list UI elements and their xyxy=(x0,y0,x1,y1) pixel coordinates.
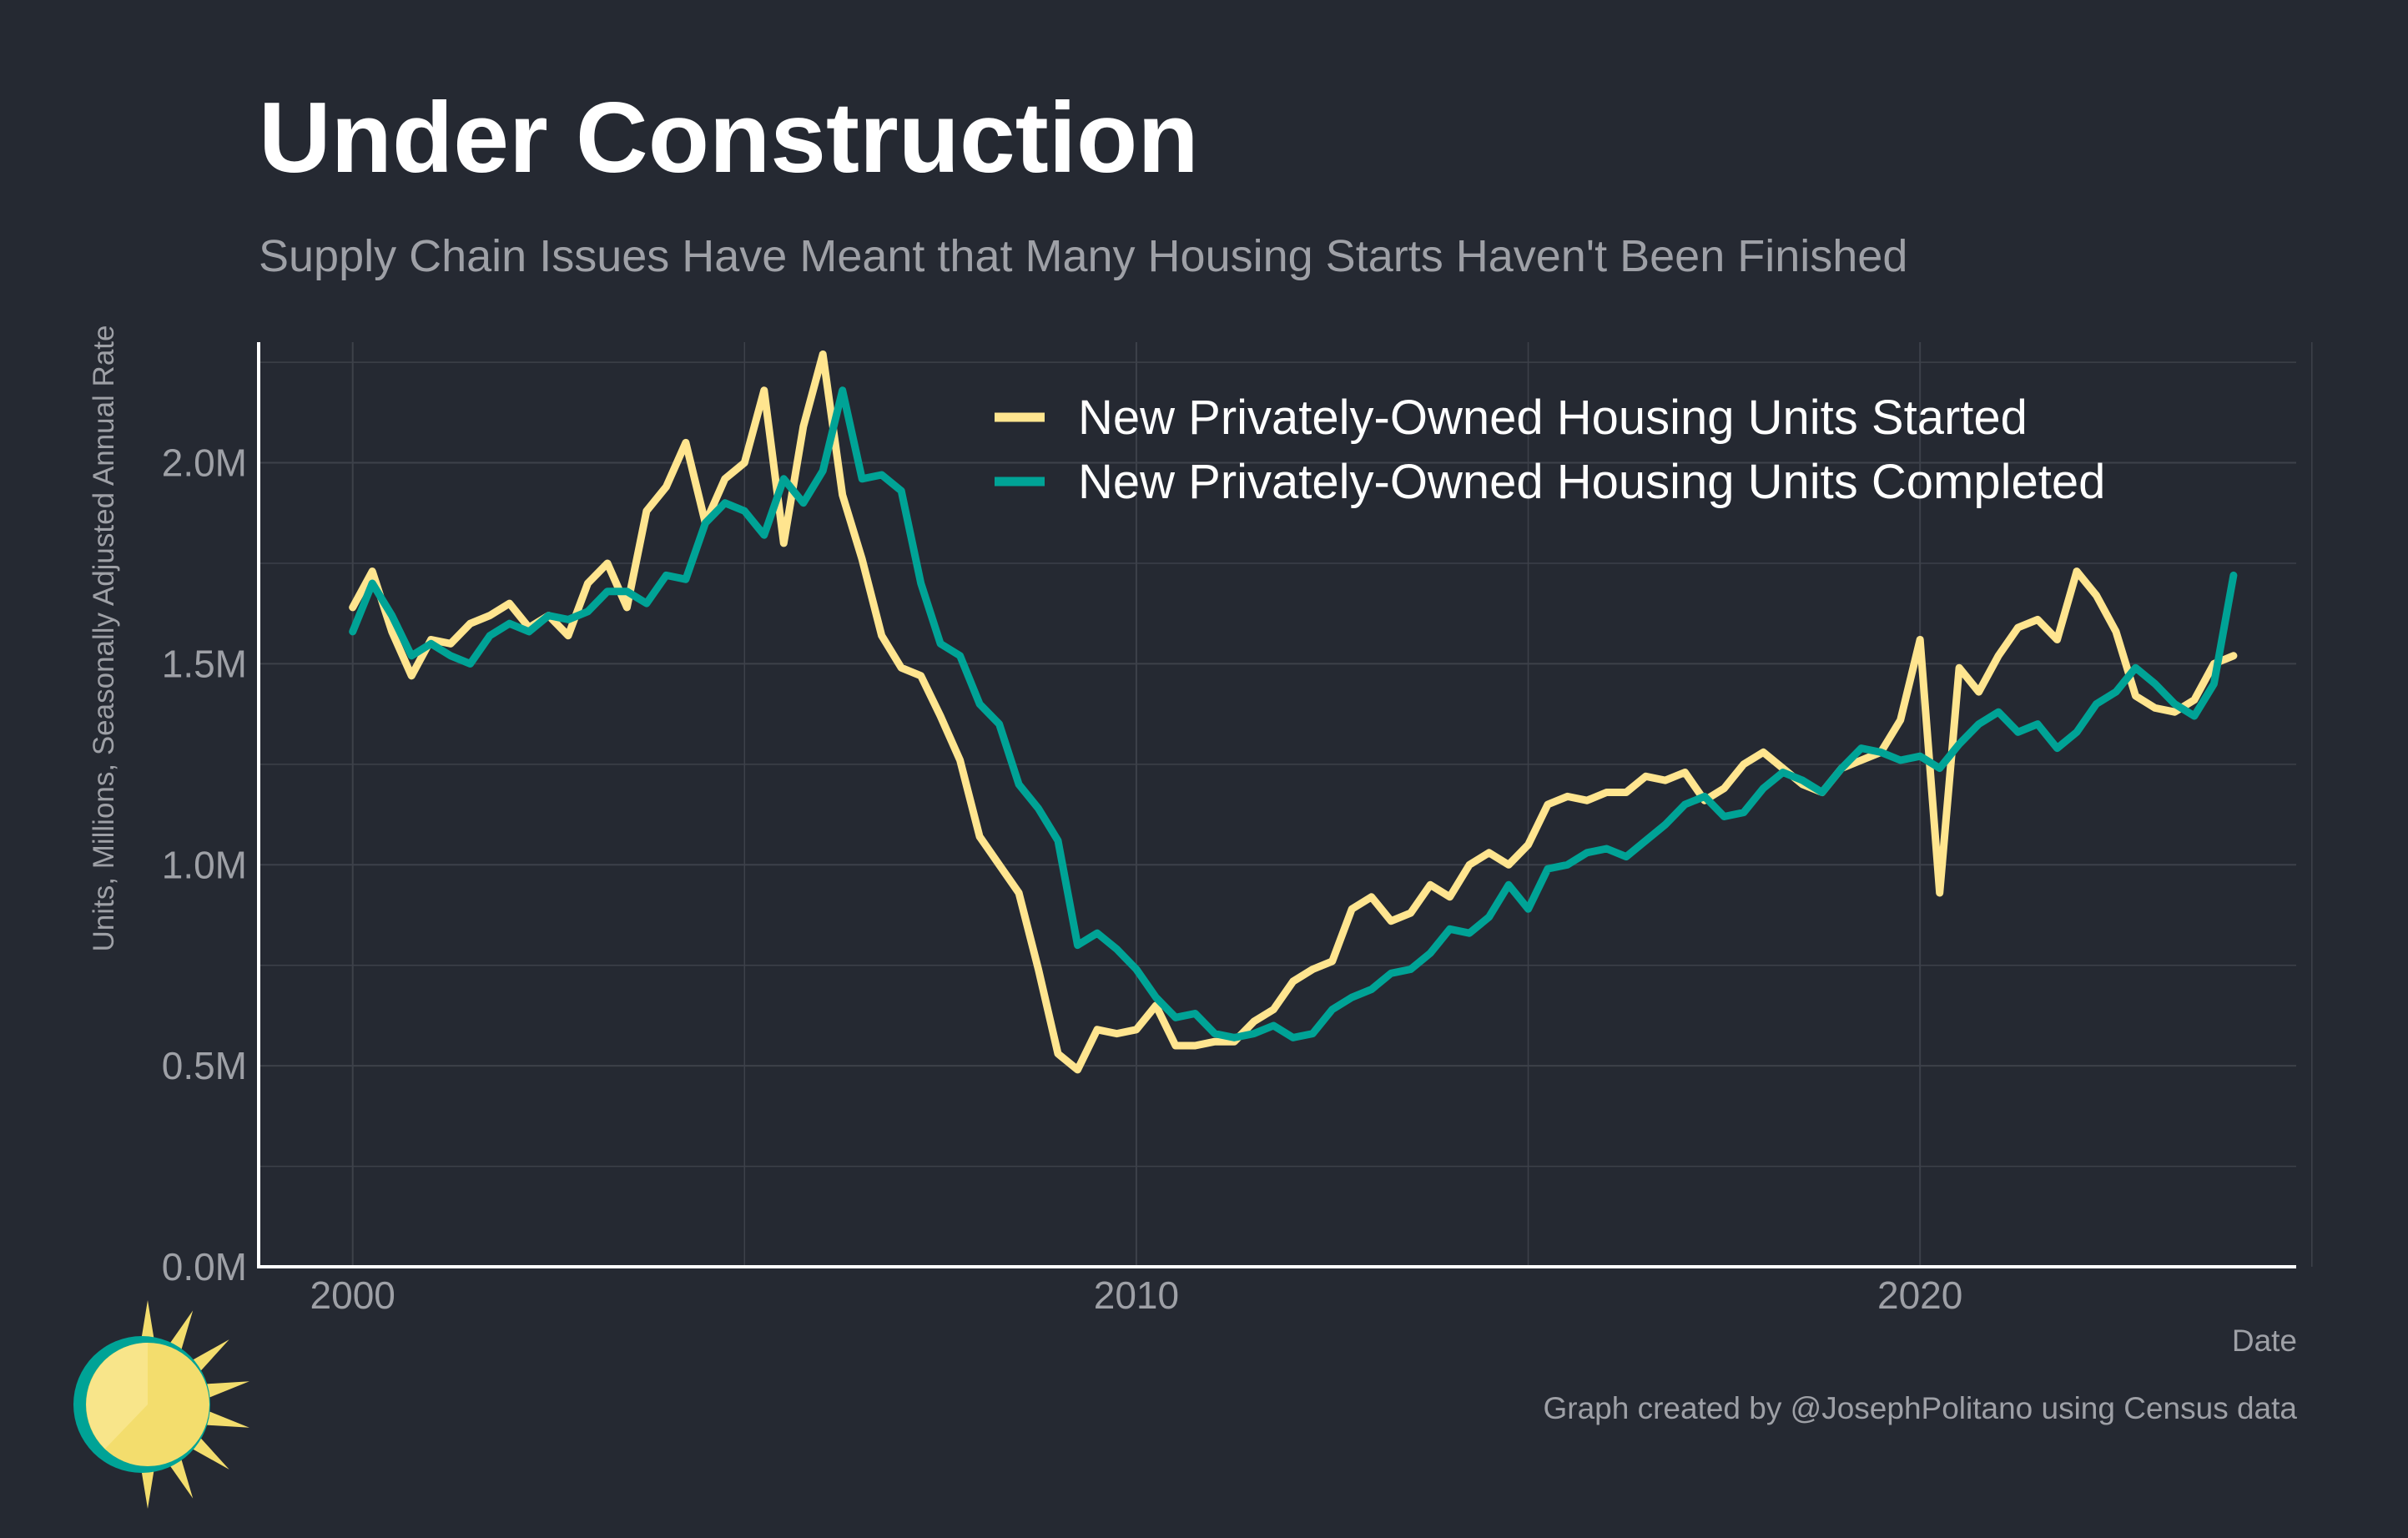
sun-ray xyxy=(139,1462,156,1509)
x-tick-label: 2010 xyxy=(1094,1273,1179,1317)
y-tick-label: 0.5M xyxy=(162,1044,247,1087)
x-tick-label: 2000 xyxy=(310,1273,395,1317)
sun-ray xyxy=(188,1435,229,1470)
logo-sun-highlight xyxy=(86,1343,148,1449)
y-tick-label: 1.0M xyxy=(162,843,247,886)
source-caption: Graph created by @JosephPolitano using C… xyxy=(1543,1391,2297,1425)
sun-ray xyxy=(139,1300,156,1347)
y-tick-label: 1.5M xyxy=(162,642,247,685)
sun-ray xyxy=(202,1381,249,1399)
sun-ray xyxy=(202,1409,249,1428)
series-line-started xyxy=(349,350,2238,1074)
legend-label: New Privately-Owned Housing Units Comple… xyxy=(1078,455,2105,509)
y-tick-labels: 0.0M 0.5M 1.0M 1.5M 2.0M xyxy=(162,441,247,1288)
x-tick-label: 2020 xyxy=(1877,1273,1962,1317)
chart-subtitle: Supply Chain Issues Have Meant that Many… xyxy=(259,231,1908,281)
grid-lines xyxy=(259,342,2313,1268)
legend-label: New Privately-Owned Housing Units Starte… xyxy=(1078,391,2028,445)
x-tick-labels: 2000 2010 2020 xyxy=(310,1273,1963,1317)
chart-title: Under Construction xyxy=(259,82,1199,194)
x-axis-label: Date xyxy=(2231,1324,2297,1358)
axes xyxy=(257,342,2296,1268)
y-tick-label: 2.0M xyxy=(162,441,247,485)
sun-logo-icon xyxy=(73,1300,249,1509)
series-line-completed xyxy=(349,386,2238,1041)
legend: New Privately-Owned Housing Units Starte… xyxy=(995,391,2105,509)
sun-ray xyxy=(188,1339,229,1374)
series-lines xyxy=(349,350,2238,1074)
y-tick-label: 0.0M xyxy=(162,1245,247,1288)
sun-rays xyxy=(139,1300,249,1509)
